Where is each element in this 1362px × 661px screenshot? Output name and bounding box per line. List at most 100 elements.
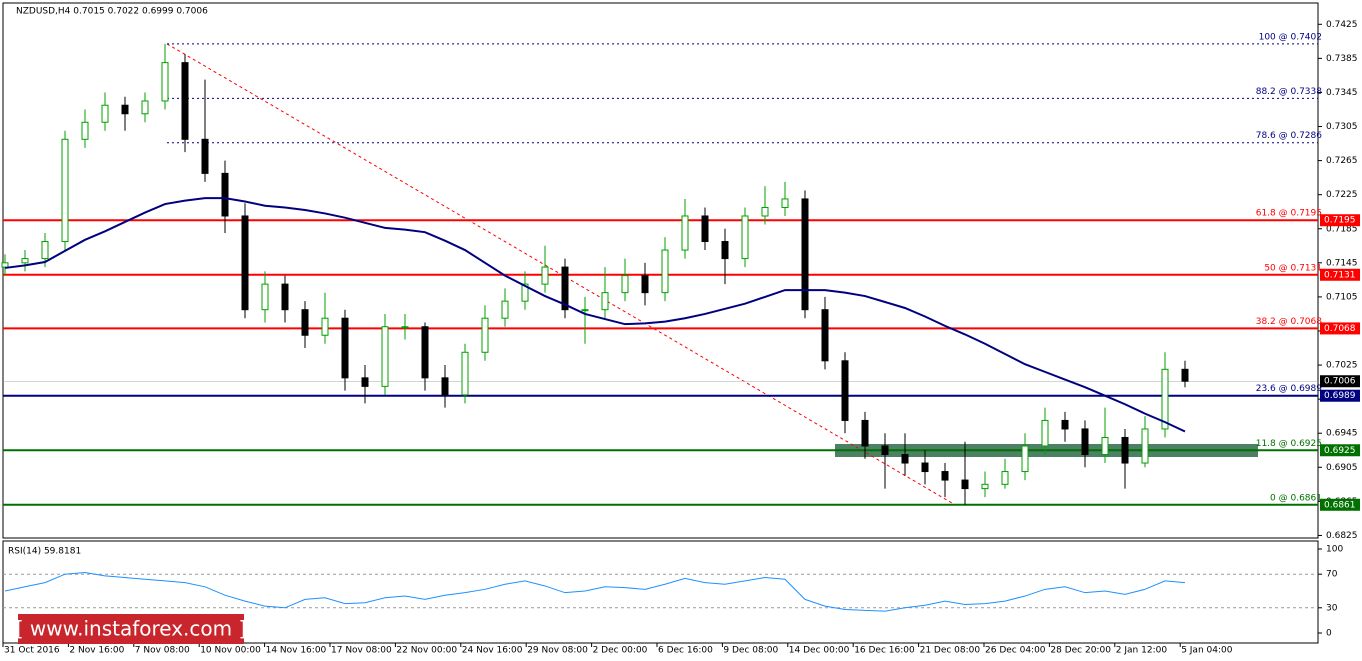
price-box: [1320, 444, 1360, 457]
x-tick-label: 17 Nov 08:00: [331, 646, 392, 656]
candle-body: [881, 445, 889, 456]
fib-label: 61.8 @ 0.7195: [1256, 209, 1322, 219]
x-tick-label: 2 Jan 12:00: [1116, 646, 1168, 656]
price-box: [1320, 389, 1360, 402]
price-box: [1320, 322, 1360, 335]
candle-body: [281, 283, 289, 311]
candle-body: [741, 215, 749, 260]
candle-body: [81, 121, 89, 140]
candle-body: [1021, 445, 1029, 473]
y-tick-label: 0.6905: [1326, 463, 1358, 473]
rsi-line: [4, 572, 1186, 612]
price-box-label: 0.6861: [1324, 500, 1356, 510]
x-tick-label: 9 Dec 08:00: [723, 646, 778, 656]
price-box-label: 0.7131: [1324, 270, 1356, 280]
candle-body: [721, 241, 729, 260]
x-tick-label: 24 Nov 16:00: [462, 646, 523, 656]
candle-body: [461, 351, 469, 396]
price-box: [1320, 214, 1360, 227]
y-tick-label: 0.7145: [1326, 258, 1358, 268]
fib-label: 88.2 @ 0.7338: [1256, 87, 1323, 97]
candle-body: [381, 326, 389, 387]
candle-body: [561, 266, 569, 311]
candle-body: [161, 62, 169, 102]
candle-body: [481, 317, 489, 353]
candle-body: [1, 262, 9, 268]
y-tick-label: 0.7385: [1326, 54, 1358, 64]
x-tick-label: 6 Dec 16:00: [658, 646, 713, 656]
x-tick-label: 5 Jan 04:00: [1181, 646, 1233, 656]
rsi-frame: [2, 540, 1319, 644]
candle-body: [1001, 471, 1009, 485]
x-tick-label: 14 Dec 00:00: [789, 646, 850, 656]
candle-body: [1041, 419, 1049, 447]
price-box-label: 0.6989: [1324, 391, 1356, 401]
candle-body: [121, 104, 129, 115]
candle-body: [361, 377, 369, 387]
price-box-label: 0.7195: [1324, 216, 1356, 226]
candle-body: [921, 462, 929, 473]
price-box-label: 0.6925: [1324, 446, 1356, 456]
x-tick-label: 14 Nov 16:00: [266, 646, 327, 656]
y-tick-label: 0.7265: [1326, 156, 1358, 166]
candle-body: [581, 309, 589, 312]
fib-label: 38.2 @ 0.7068: [1256, 317, 1323, 327]
candle-body: [1121, 436, 1129, 464]
y-tick-label: 0.6945: [1326, 429, 1358, 439]
candle-body: [541, 266, 549, 285]
y-tick-label: 0.7025: [1326, 361, 1358, 371]
y-tick-label: 0.7185: [1326, 224, 1358, 234]
price-box: [1320, 498, 1360, 511]
candle-body: [181, 62, 189, 140]
candle-body: [901, 454, 909, 464]
rsi-tick-label: 0: [1326, 629, 1332, 639]
chart-title: NZDUSD,H4 0.7015 0.7022 0.6999 0.7006: [16, 7, 208, 17]
candle-body: [301, 309, 309, 336]
candle-body: [821, 309, 829, 362]
candle-body: [861, 419, 869, 447]
candle-body: [341, 317, 349, 379]
candle-body: [761, 206, 769, 217]
candle-body: [441, 377, 449, 396]
candle-body: [221, 172, 229, 217]
moving-average: [4, 197, 1186, 433]
candle-body: [621, 275, 629, 294]
candle-body: [601, 292, 609, 311]
candle-body: [981, 483, 989, 490]
price-box-label: 0.7068: [1324, 324, 1356, 334]
y-tick-label: 0.7305: [1326, 122, 1358, 132]
candle-body: [1141, 428, 1149, 464]
fib-label: 23.6 @ 0.6989: [1256, 384, 1323, 394]
y-tick-label: 0.7425: [1326, 20, 1358, 30]
candle-body: [661, 249, 669, 294]
x-tick-label: 2 Nov 16:00: [69, 646, 124, 656]
candle-body: [521, 283, 529, 302]
candle-body: [681, 215, 689, 251]
candle-body: [101, 104, 109, 123]
candle-body: [41, 241, 49, 260]
rsi-tick-label: 70: [1326, 570, 1338, 580]
price-box-label: 0.7006: [1324, 377, 1356, 387]
price-frame: [2, 2, 1319, 539]
candle-body: [261, 283, 269, 311]
candle-body: [21, 258, 29, 264]
candle-body: [1101, 436, 1109, 456]
candle-body: [421, 326, 429, 379]
candle-body: [401, 326, 409, 329]
x-tick-label: 7 Nov 08:00: [135, 646, 190, 656]
y-tick-label: 0.7225: [1326, 190, 1358, 200]
candle-body: [61, 138, 69, 243]
y-tick-label: 0.7345: [1326, 88, 1358, 98]
watermark-box: [18, 614, 244, 644]
y-tick-label: 0.6825: [1326, 531, 1358, 541]
fib-label: 78.6 @ 0.7286: [1256, 131, 1323, 141]
candle-body: [841, 360, 849, 421]
candle-body: [501, 300, 509, 319]
x-tick-label: 22 Nov 00:00: [396, 646, 457, 656]
candle-body: [201, 138, 209, 174]
x-tick-label: 29 Nov 08:00: [527, 646, 588, 656]
x-tick-label: 28 Dec 20:00: [1050, 646, 1111, 656]
x-tick-label: 21 Dec 08:00: [920, 646, 981, 656]
candle-body: [1061, 419, 1069, 430]
